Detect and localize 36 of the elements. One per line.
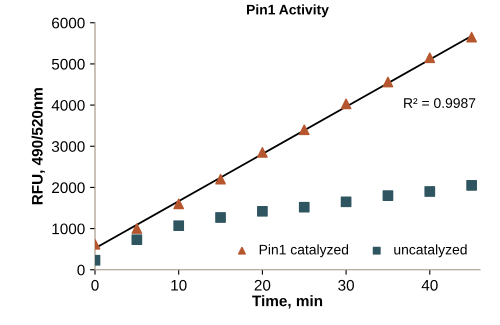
point <box>382 76 394 88</box>
chart-title: Pin1 Activity <box>247 4 329 18</box>
y-tick-label: 2000 <box>52 182 85 194</box>
y-tick-label: 5000 <box>52 58 85 70</box>
y-tick-label: 3000 <box>52 141 85 152</box>
point <box>131 223 142 234</box>
point <box>257 206 268 217</box>
x-axis-title: Time, min <box>252 295 322 309</box>
point <box>382 190 394 202</box>
point <box>215 212 226 223</box>
y-tick-label: 0 <box>77 264 85 276</box>
point <box>340 196 352 208</box>
x-tick-label: 30 <box>338 280 354 291</box>
point <box>466 180 477 191</box>
point <box>173 220 184 232</box>
legend-label: uncatalyzed <box>394 244 467 258</box>
x-tick-label: 10 <box>171 280 187 291</box>
point <box>173 198 184 210</box>
x-tick-label: 0 <box>91 280 99 291</box>
point <box>215 174 226 185</box>
point <box>424 52 436 64</box>
y-tick-label: 6000 <box>52 18 85 28</box>
point <box>298 202 310 213</box>
point <box>257 147 268 158</box>
legend-label: Pin1 catalyzed <box>260 244 348 258</box>
y-tick-label: 4000 <box>52 100 85 111</box>
point <box>131 234 142 246</box>
point <box>340 98 352 110</box>
y-axis-title: RFU, 490/520nm <box>31 88 45 204</box>
x-tick-label: 20 <box>254 280 270 291</box>
point <box>466 32 477 43</box>
point <box>298 124 310 136</box>
x-tick-label: 40 <box>422 280 438 291</box>
point <box>424 186 436 197</box>
y-tick-label: 1000 <box>52 223 85 234</box>
annotation: R² = 0.9987 <box>404 98 476 108</box>
